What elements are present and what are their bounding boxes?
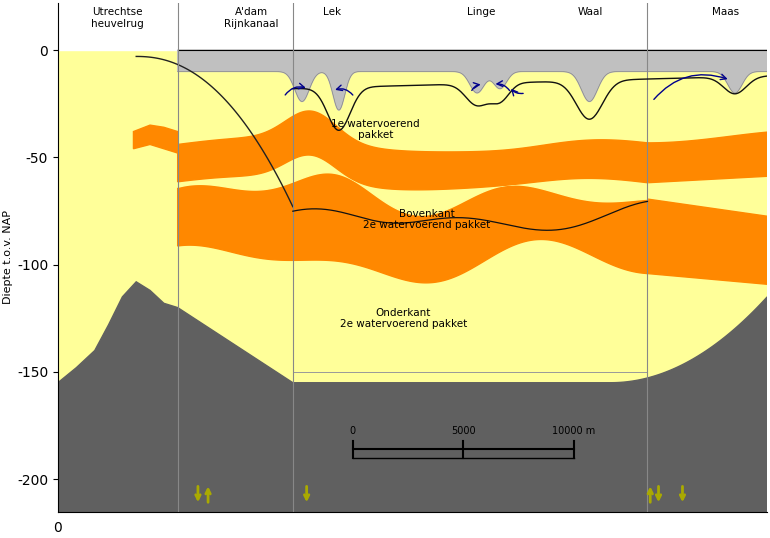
Text: Waal: Waal — [578, 7, 603, 17]
Text: Bovenkant
2e watervoerend pakket: Bovenkant 2e watervoerend pakket — [363, 209, 490, 230]
Polygon shape — [178, 50, 767, 110]
Y-axis label: Diepte t.o.v. NAP: Diepte t.o.v. NAP — [3, 210, 13, 304]
Text: Lek: Lek — [323, 7, 341, 17]
Polygon shape — [178, 155, 648, 215]
Polygon shape — [648, 199, 767, 284]
Polygon shape — [178, 3, 767, 50]
Polygon shape — [178, 173, 648, 283]
Polygon shape — [648, 132, 767, 183]
Text: 0: 0 — [350, 427, 356, 436]
Polygon shape — [58, 282, 178, 512]
Text: Onderkant
2e watervoerend pakket: Onderkant 2e watervoerend pakket — [340, 308, 467, 329]
Text: Linge: Linge — [467, 7, 496, 17]
Text: 5000: 5000 — [451, 427, 476, 436]
Polygon shape — [58, 3, 178, 50]
Text: 10000 m: 10000 m — [552, 427, 595, 436]
Polygon shape — [133, 125, 178, 153]
Text: Utrechtse
heuvelrug: Utrechtse heuvelrug — [92, 7, 144, 29]
Polygon shape — [178, 297, 767, 512]
Text: 1e watervoerend
pakket: 1e watervoerend pakket — [331, 119, 420, 140]
Text: Maas: Maas — [712, 7, 739, 17]
Polygon shape — [178, 111, 648, 190]
Text: A'dam
Rijnkanaal: A'dam Rijnkanaal — [224, 7, 279, 29]
